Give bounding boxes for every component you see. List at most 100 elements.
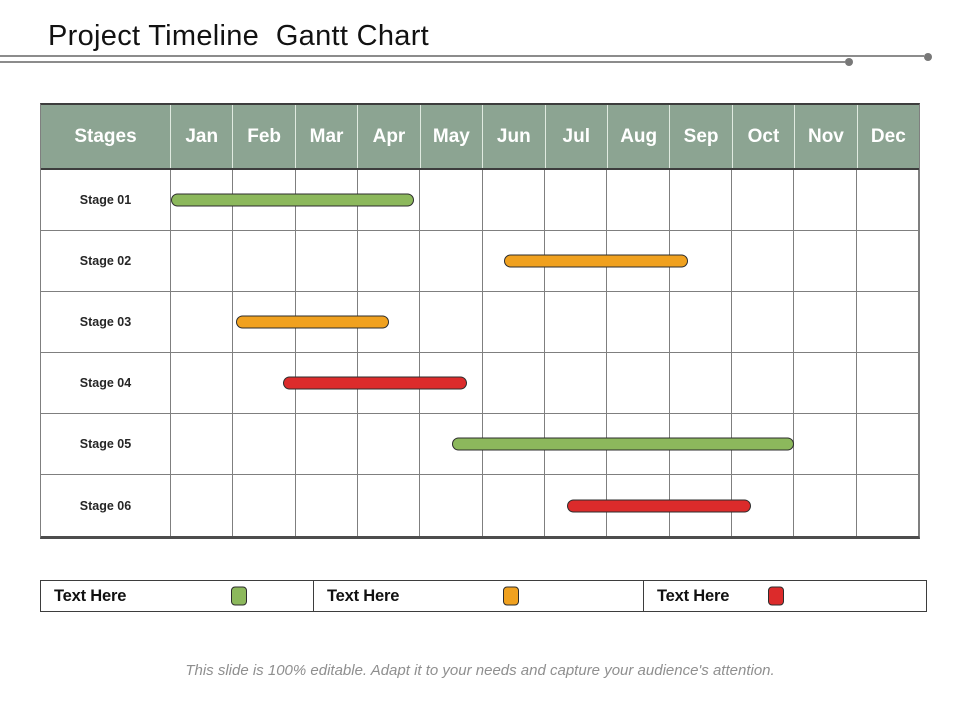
table-row: Stage 01 [41,170,919,231]
grid-cell [607,353,670,413]
grid-cell [732,170,795,230]
stage-label: Stage 01 [41,170,171,230]
legend-item: Text Here [644,581,926,611]
stage-label: Stage 03 [41,292,171,352]
legend: Text Here Text Here Text Here [40,580,927,612]
legend-label: Text Here [327,586,400,605]
grid-cell [171,475,234,536]
stage-label: Stage 04 [41,353,171,413]
grid-cell [670,170,732,230]
grid-cell [483,170,545,230]
grid-cell [233,231,296,291]
grid-cell [358,231,421,291]
grid-cell [607,292,670,352]
grid-cell [732,475,795,536]
grid-cell [171,292,234,352]
column-header-month: Feb [233,105,296,168]
gantt-body: Stage 01 Stage 02 Stage 03 Stage 04 Stage 05… [41,170,919,536]
gantt-row-track [171,231,919,291]
column-header-month: Jun [483,105,546,168]
column-header-month: Apr [358,105,421,168]
legend-item: Text Here [41,581,314,611]
legend-item: Text Here [314,581,644,611]
column-header-month: Nov [795,105,858,168]
column-header-stages: Stages [41,105,171,168]
divider-end-dot [845,58,853,66]
grid-cell [420,475,483,536]
grid-cell [732,231,795,291]
grid-cell [545,353,608,413]
gantt-header-row: Stages Jan Feb Mar Apr May Jun Jul Aug Sep Oct Nov D… [41,105,919,170]
column-header-month: Mar [296,105,359,168]
grid-cell [732,353,795,413]
grid-cell [296,231,358,291]
grid-cell [171,414,234,474]
grid-cell [296,475,358,536]
column-header-month: Sep [670,105,733,168]
column-header-month: Aug [608,105,671,168]
grid-cell [794,475,857,536]
title-divider-line-bottom [0,60,845,63]
table-row: Stage 06 [41,475,919,536]
legend-label: Text Here [657,586,730,605]
grid-cell [857,414,919,474]
grid-cell [670,292,732,352]
legend-label: Text Here [54,586,127,605]
gantt-bar [451,437,795,451]
grid-cell [607,170,670,230]
grid-cell [670,353,732,413]
stage-label: Stage 06 [41,475,171,536]
grid-cell [296,414,358,474]
grid-cell [545,170,608,230]
grid-cell [420,170,483,230]
gantt-table: Stages Jan Feb Mar Apr May Jun Jul Aug Sep Oct Nov D… [40,103,920,539]
grid-cell [670,231,732,291]
gantt-row-track [171,170,919,230]
grid-cell [171,353,234,413]
grid-cell [732,292,795,352]
page-title: Project Timeline Gantt Chart [48,20,430,52]
grid-cell [483,353,545,413]
grid-cell [857,231,919,291]
column-header-month: Jan [171,105,234,168]
grid-cell [358,475,421,536]
stage-label: Stage 02 [41,231,171,291]
grid-cell [857,170,919,230]
column-header-month: Jul [546,105,608,168]
grid-cell [857,292,919,352]
grid-cell [794,170,857,230]
table-row: Stage 02 [41,231,919,292]
grid-cell [794,231,857,291]
grid-cell [857,353,919,413]
grid-cell [420,353,483,413]
column-header-month: May [421,105,484,168]
gantt-bar [236,315,390,329]
grid-cell [794,414,857,474]
table-row: Stage 03 [41,292,919,353]
column-header-month: Oct [733,105,796,168]
gantt-row-track [171,414,919,474]
gantt-bar [504,254,689,268]
grid-cell [857,475,919,536]
grid-cell [358,292,421,352]
grid-cell [233,414,296,474]
grid-cell [794,292,857,352]
grid-cell [420,231,483,291]
table-row: Stage 04 [41,353,919,414]
gantt-bar [171,193,415,207]
gantt-row-track [171,475,919,536]
column-header-month: Dec [870,125,906,147]
legend-swatch-green [231,586,247,606]
legend-swatch-red [768,586,784,606]
gantt-row-track [171,292,919,352]
table-row: Stage 05 [41,414,919,475]
title-divider-line-top [0,55,924,58]
gantt-bar [566,499,751,512]
stage-label: Stage 05 [41,414,171,474]
grid-cell [171,231,234,291]
grid-cell [483,475,545,536]
grid-cell [358,414,421,474]
grid-cell [483,292,545,352]
gantt-bar [283,376,468,390]
